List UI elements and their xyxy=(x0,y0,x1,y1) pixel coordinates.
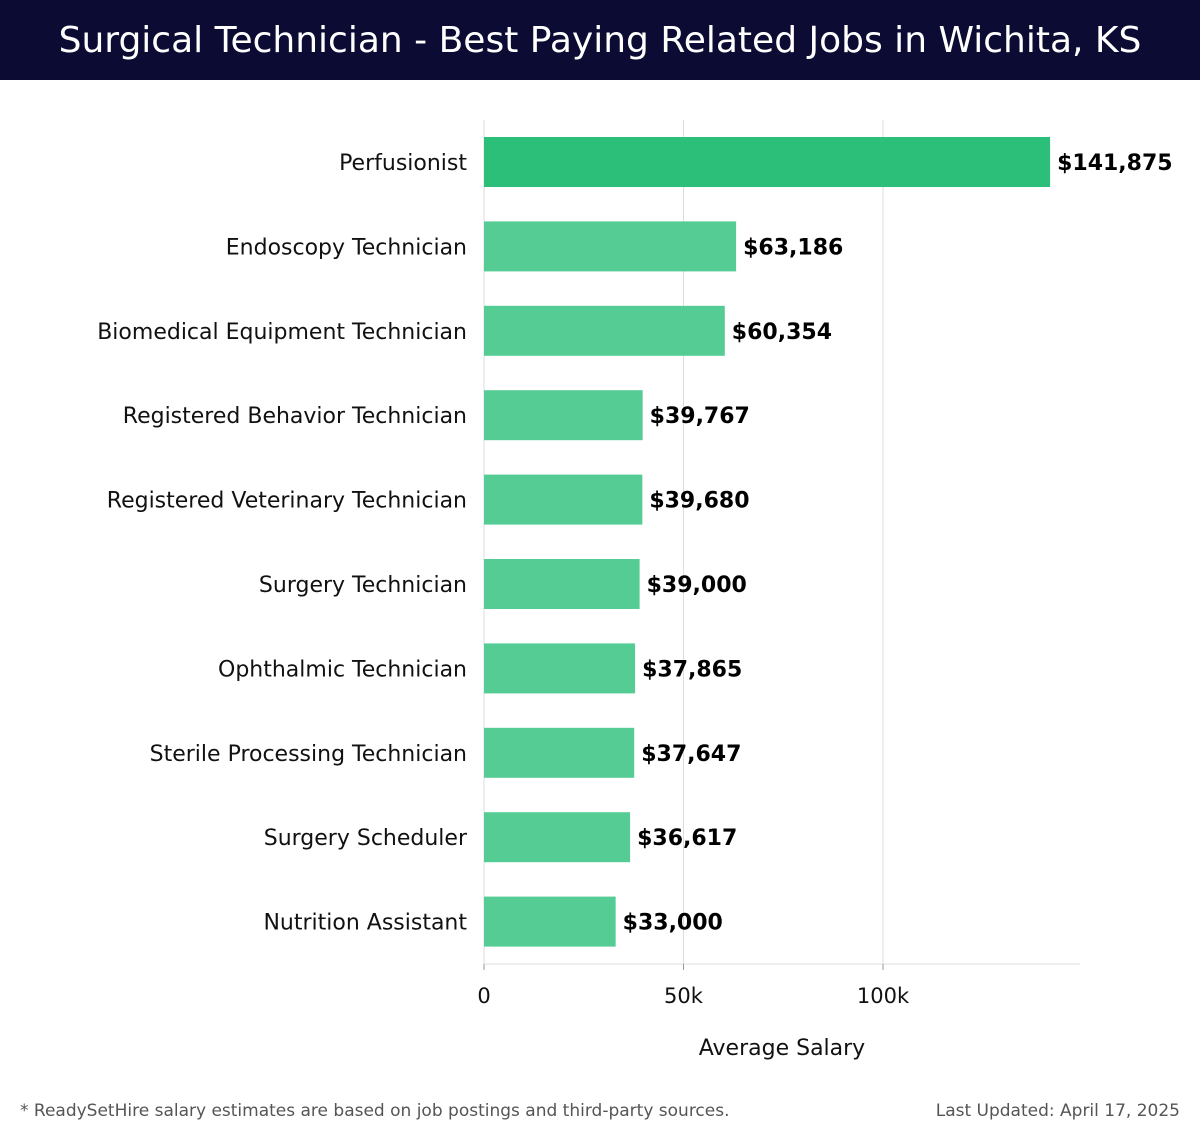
value-label: $39,000 xyxy=(647,573,747,598)
category-label: Ophthalmic Technician xyxy=(218,657,467,682)
bar xyxy=(484,474,643,525)
value-label: $39,680 xyxy=(649,489,749,514)
bar xyxy=(484,896,616,947)
category-label: Perfusionist xyxy=(339,151,467,176)
x-tick-label: 100k xyxy=(857,984,910,1008)
value-label: $39,767 xyxy=(650,404,750,429)
category-label: Endoscopy Technician xyxy=(226,235,467,260)
category-label: Biomedical Equipment Technician xyxy=(97,320,467,345)
title-bar: Surgical Technician - Best Paying Relate… xyxy=(0,0,1200,80)
chart: 0 50k 100k Average Salary Perfusionist $141,8… xyxy=(97,120,1173,1061)
bar xyxy=(484,137,1051,187)
footer-note: * ReadySetHire salary estimates are base… xyxy=(20,1101,730,1121)
chart-title: Surgical Technician - Best Paying Relate… xyxy=(58,19,1142,61)
category-label: Registered Veterinary Technician xyxy=(107,489,467,514)
value-label: $36,617 xyxy=(637,826,737,851)
bar xyxy=(484,643,636,694)
category-label: Surgery Scheduler xyxy=(264,826,468,851)
category-label: Sterile Processing Technician xyxy=(150,742,467,767)
category-label: Registered Behavior Technician xyxy=(123,404,467,429)
bar xyxy=(484,390,643,441)
value-label: $141,875 xyxy=(1057,151,1173,176)
value-label: $63,186 xyxy=(743,235,843,260)
value-label: $60,354 xyxy=(732,320,832,345)
value-label: $33,000 xyxy=(623,911,723,936)
last-updated: Last Updated: April 17, 2025 xyxy=(935,1101,1180,1121)
category-label: Surgery Technician xyxy=(259,573,467,598)
bar xyxy=(484,221,737,272)
bar xyxy=(484,559,640,609)
value-label: $37,647 xyxy=(641,742,741,767)
value-label: $37,865 xyxy=(642,657,742,682)
x-tick-label: 50k xyxy=(664,984,704,1008)
category-label: Nutrition Assistant xyxy=(263,911,467,936)
bar xyxy=(484,812,631,863)
x-axis-title: Average Salary xyxy=(699,1036,865,1061)
x-tick-label: 0 xyxy=(477,984,490,1008)
bar xyxy=(484,305,725,356)
bar xyxy=(484,727,635,778)
